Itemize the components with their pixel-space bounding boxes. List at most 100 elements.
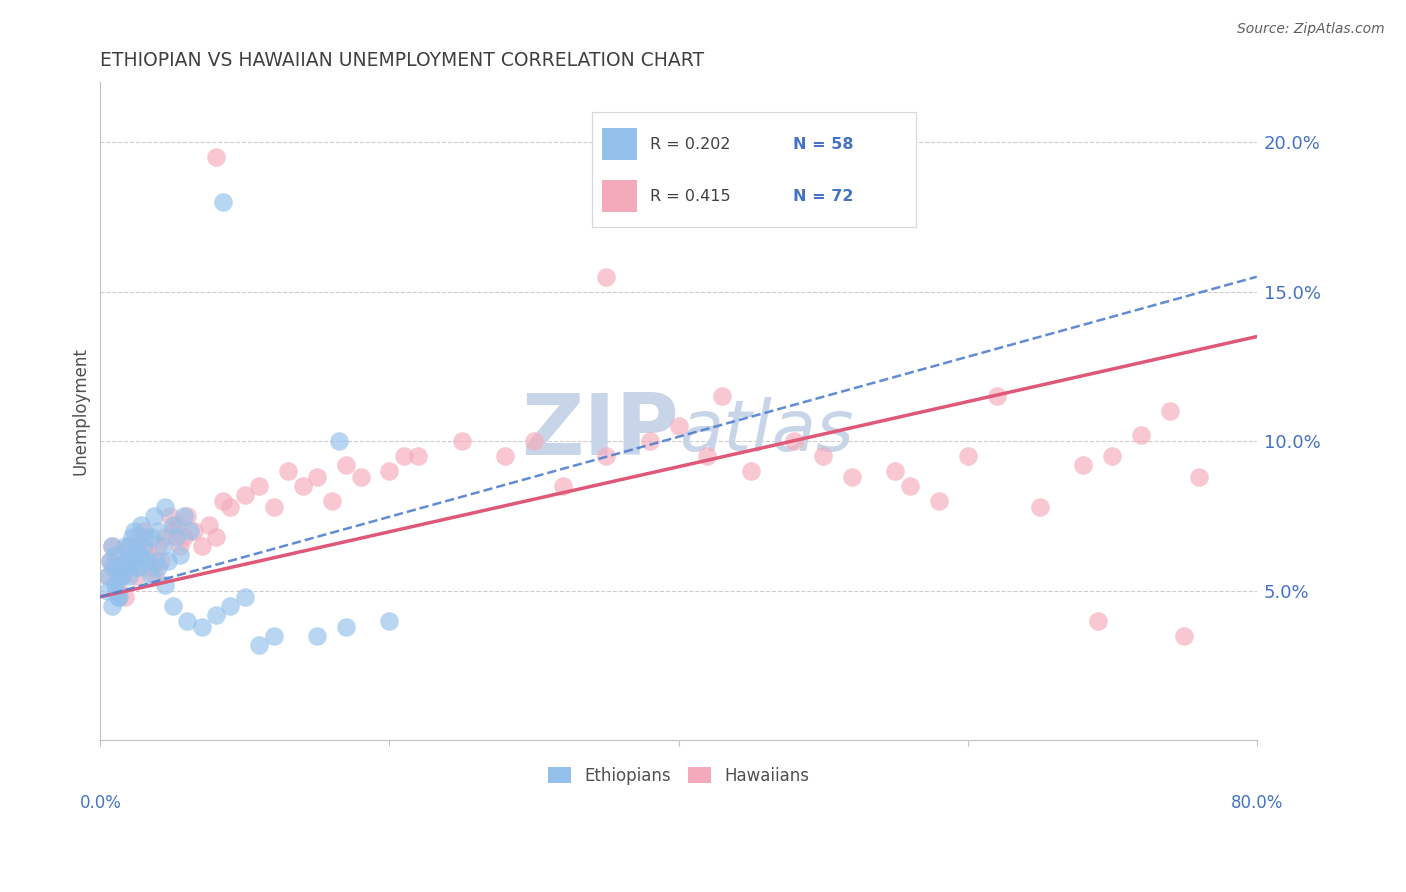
- Point: [159, 509, 181, 524]
- Point: [247, 638, 270, 652]
- Point: [135, 554, 157, 568]
- Point: [190, 620, 212, 634]
- Point: [219, 500, 242, 514]
- Point: [162, 524, 184, 538]
- Legend: Ethiopians, Hawaiians: Ethiopians, Hawaiians: [541, 760, 815, 791]
- Point: [165, 530, 187, 544]
- Point: [1130, 428, 1153, 442]
- Point: [595, 269, 617, 284]
- Text: Source: ZipAtlas.com: Source: ZipAtlas.com: [1237, 22, 1385, 37]
- Point: [328, 434, 350, 449]
- Point: [121, 530, 143, 544]
- Point: [956, 449, 979, 463]
- Point: [233, 488, 256, 502]
- Point: [139, 569, 162, 583]
- Point: [107, 590, 129, 604]
- Point: [114, 539, 136, 553]
- Point: [811, 449, 834, 463]
- Point: [105, 583, 128, 598]
- Point: [100, 554, 122, 568]
- Point: [132, 530, 155, 544]
- Point: [898, 479, 921, 493]
- Point: [450, 434, 472, 449]
- Point: [212, 194, 235, 209]
- Text: atlas: atlas: [679, 397, 853, 466]
- Y-axis label: Unemployment: Unemployment: [72, 347, 89, 475]
- Point: [121, 554, 143, 568]
- Point: [291, 479, 314, 493]
- Point: [103, 560, 125, 574]
- Point: [179, 524, 201, 538]
- Point: [146, 524, 169, 538]
- Point: [139, 530, 162, 544]
- Point: [523, 434, 546, 449]
- Point: [97, 569, 120, 583]
- Point: [219, 599, 242, 613]
- Point: [142, 509, 165, 524]
- Point: [107, 548, 129, 562]
- Point: [205, 150, 228, 164]
- Point: [155, 500, 177, 514]
- Text: 80.0%: 80.0%: [1230, 794, 1282, 813]
- Point: [378, 614, 401, 628]
- Point: [143, 554, 166, 568]
- Point: [307, 629, 329, 643]
- Point: [1071, 458, 1094, 473]
- Point: [263, 629, 285, 643]
- Point: [115, 554, 138, 568]
- Point: [783, 434, 806, 449]
- Point: [122, 524, 145, 538]
- Point: [143, 569, 166, 583]
- Point: [146, 560, 169, 574]
- Point: [115, 554, 138, 568]
- Point: [176, 509, 198, 524]
- Point: [551, 479, 574, 493]
- Point: [162, 599, 184, 613]
- Point: [392, 449, 415, 463]
- Point: [118, 539, 141, 553]
- Point: [132, 539, 155, 553]
- Point: [173, 530, 195, 544]
- Point: [125, 560, 148, 574]
- Point: [125, 545, 148, 559]
- Point: [1173, 629, 1195, 643]
- Point: [111, 560, 134, 574]
- Point: [132, 524, 155, 538]
- Point: [115, 560, 138, 574]
- Point: [668, 419, 690, 434]
- Point: [595, 449, 617, 463]
- Point: [118, 539, 141, 553]
- Point: [321, 494, 343, 508]
- Point: [740, 464, 762, 478]
- Point: [349, 470, 371, 484]
- Point: [183, 524, 205, 538]
- Point: [986, 389, 1008, 403]
- Point: [108, 583, 131, 598]
- Point: [97, 569, 120, 583]
- Point: [121, 554, 143, 568]
- Point: [173, 509, 195, 524]
- Point: [205, 607, 228, 622]
- Point: [638, 434, 661, 449]
- Text: ETHIOPIAN VS HAWAIIAN UNEMPLOYMENT CORRELATION CHART: ETHIOPIAN VS HAWAIIAN UNEMPLOYMENT CORRE…: [100, 51, 704, 70]
- Point: [378, 464, 401, 478]
- Point: [1188, 470, 1211, 484]
- Point: [1159, 404, 1181, 418]
- Point: [152, 539, 174, 553]
- Point: [118, 569, 141, 583]
- Point: [104, 578, 127, 592]
- Point: [107, 569, 129, 583]
- Point: [129, 518, 152, 533]
- Point: [162, 518, 184, 533]
- Point: [884, 464, 907, 478]
- Point: [263, 500, 285, 514]
- Point: [212, 494, 235, 508]
- Point: [114, 590, 136, 604]
- Point: [155, 530, 177, 544]
- Point: [233, 590, 256, 604]
- Point: [97, 583, 120, 598]
- Point: [101, 599, 124, 613]
- Point: [696, 449, 718, 463]
- Point: [139, 560, 162, 574]
- Point: [1101, 449, 1123, 463]
